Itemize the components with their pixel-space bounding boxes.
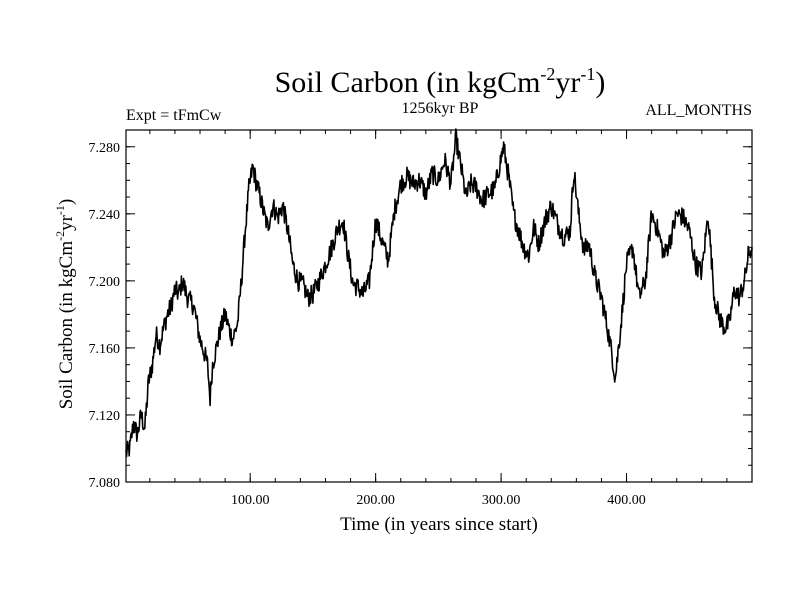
plot-frame: [125, 129, 753, 483]
period-label: 1256kyr BP: [402, 100, 479, 117]
chart-title-sup2: -1: [580, 64, 595, 84]
experiment-label: Expt = tFmCw: [126, 107, 222, 124]
axis-ticks: [126, 130, 752, 483]
y-tick-label: 7.120: [89, 409, 121, 424]
x-tick-label: 300.00: [482, 493, 521, 508]
y-axis-title-sup1: -2: [53, 231, 67, 241]
y-tick-labels: 7.080 7.120 7.160 7.200 7.240 7.280: [89, 141, 121, 491]
y-tick-label: 7.080: [89, 476, 121, 491]
x-axis-title: Time (in years since start): [340, 514, 538, 535]
chart-title-main: Soil Carbon (in kgCm: [275, 66, 541, 99]
x-tick-label: 200.00: [356, 493, 395, 508]
y-axis-title: Soil Carbon (in kgCm-2yr-1): [53, 199, 77, 410]
chart-title: Soil Carbon (in kgCm-2yr-1): [275, 64, 606, 99]
y-tick-label: 7.280: [89, 141, 121, 156]
y-axis-title-end: ): [56, 199, 77, 205]
x-tick-labels: 100.00 200.00 300.00 400.00: [231, 493, 646, 508]
x-tick-label: 400.00: [607, 493, 646, 508]
x-tick-label: 100.00: [231, 493, 270, 508]
chart-title-end: ): [595, 66, 605, 99]
y-axis-title-mid: yr: [56, 214, 77, 231]
soil-carbon-series-line: [125, 128, 753, 458]
y-tick-label: 7.160: [89, 342, 121, 357]
y-tick-label: 7.200: [89, 275, 121, 290]
chart-title-sup1: -2: [540, 64, 555, 84]
months-label: ALL_MONTHS: [645, 102, 752, 119]
y-axis-title-sup2: -1: [53, 205, 67, 215]
y-axis-title-main: Soil Carbon (in kgCm: [56, 241, 77, 410]
chart-title-mid: yr: [555, 66, 580, 99]
y-tick-label: 7.240: [89, 208, 121, 223]
